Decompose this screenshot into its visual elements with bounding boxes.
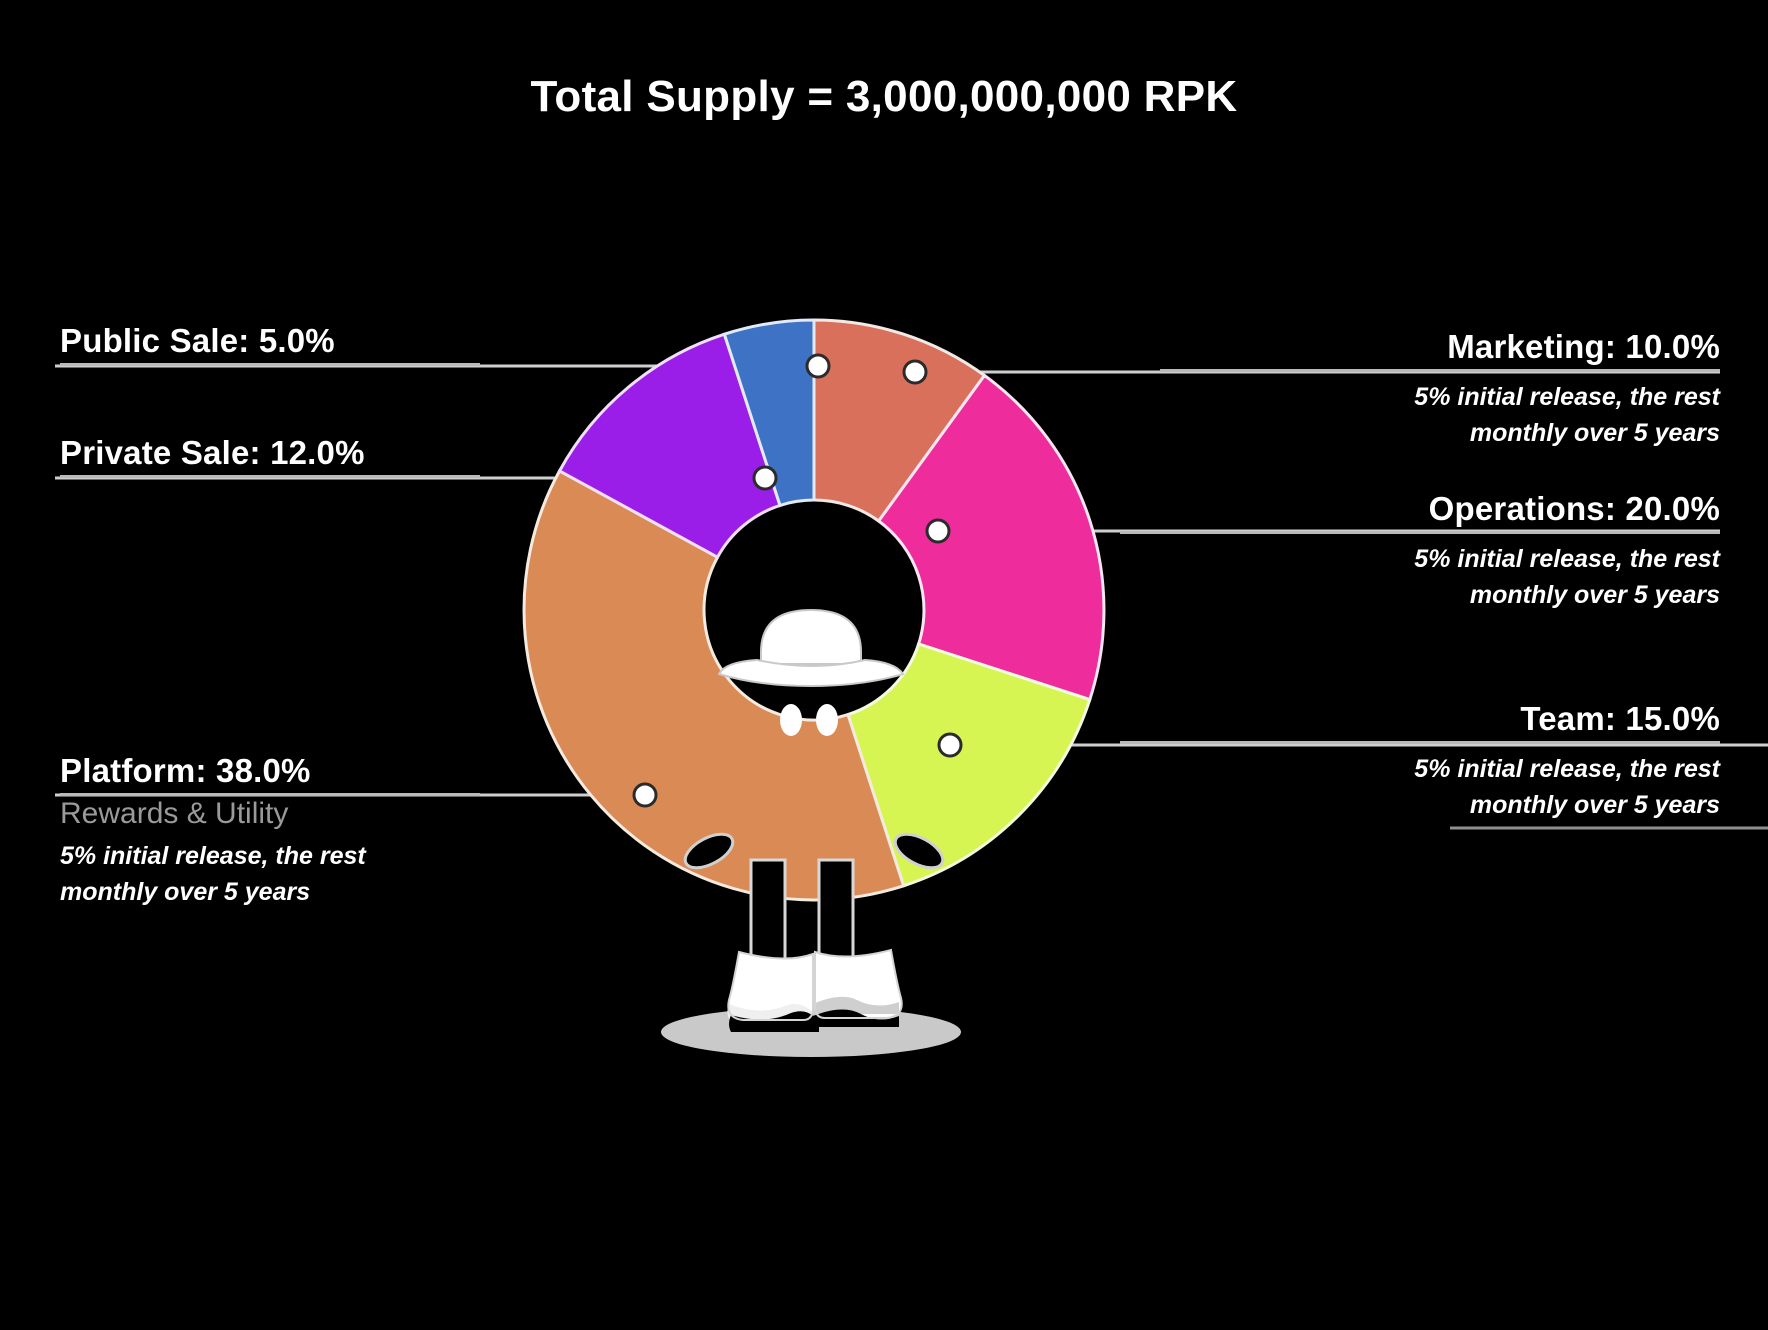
- callout-private-sale[interactable]: Private Sale: 12.0%: [60, 434, 480, 478]
- callout-marketing-note-line2: monthly over 5 years: [1469, 418, 1720, 447]
- mascot-shoe-left: [727, 950, 819, 1032]
- callout-operations-rule: [1120, 531, 1720, 534]
- callout-platform-title: Platform: 38.0%: [60, 752, 311, 789]
- dot-marker-platform: [632, 782, 658, 808]
- mascot-eye-right: [816, 704, 838, 736]
- slice-marketing[interactable]: [812, 318, 987, 524]
- callout-team-note-line1: 5% initial release, the rest: [1414, 755, 1720, 783]
- callout-operations-note-line2: monthly over 5 years: [1469, 580, 1720, 609]
- callout-team[interactable]: Team: 15.0% 5% initial release, the rest…: [1120, 700, 1720, 823]
- callout-platform[interactable]: Platform: 38.0% Rewards & Utility 5% ini…: [60, 752, 480, 910]
- donut-slices: [522, 318, 1106, 902]
- mascot-shoe-right: [813, 948, 903, 1027]
- donut-chart: [519, 315, 1109, 905]
- callout-team-rule: [1120, 741, 1720, 744]
- callout-team-note: 5% initial release, the rest monthly ove…: [1120, 752, 1720, 823]
- callout-public-sale[interactable]: Public Sale: 5.0%: [60, 322, 480, 366]
- slice-dot-markers: [632, 353, 963, 808]
- slice-private-sale[interactable]: [557, 332, 782, 560]
- callout-marketing-note: 5% initial release, the rest monthly ove…: [1160, 380, 1720, 451]
- page-title: Total Supply = 3,000,000,000 RPK: [530, 72, 1238, 121]
- callout-operations-note-line1: 5% initial release, the rest: [1414, 545, 1720, 573]
- callout-private-sale-rule: [60, 475, 480, 478]
- callout-marketing-title: Marketing: 10.0%: [1447, 328, 1720, 365]
- callout-platform-note-line2: monthly over 5 years: [60, 877, 311, 906]
- callout-platform-note: 5% initial release, the rest monthly ove…: [60, 839, 480, 910]
- callout-operations-note: 5% initial release, the rest monthly ove…: [1120, 542, 1720, 613]
- slice-public-sale[interactable]: [722, 318, 816, 508]
- callout-platform-subtitle: Rewards & Utility: [60, 797, 289, 830]
- slice-platform[interactable]: [522, 468, 906, 902]
- dot-marker-marketing: [902, 359, 928, 385]
- callout-operations[interactable]: Operations: 20.0% 5% initial release, th…: [1120, 490, 1720, 613]
- mascot-character: [661, 608, 961, 1057]
- callout-marketing-note-line1: 5% initial release, the rest: [1414, 383, 1720, 411]
- mascot-arm-right: [893, 832, 945, 870]
- callout-team-title: Team: 15.0%: [1520, 700, 1720, 737]
- callout-platform-note-line1: 5% initial release, the rest: [60, 842, 366, 870]
- mascot-eye-left: [780, 704, 802, 736]
- mascot-cap: [717, 608, 905, 688]
- callout-marketing-rule: [1160, 369, 1720, 372]
- dot-marker-public-sale: [805, 353, 831, 379]
- dot-marker-operations: [925, 518, 951, 544]
- callout-private-sale-title: Private Sale: 12.0%: [60, 434, 365, 471]
- callout-team-note-line2: monthly over 5 years: [1469, 790, 1720, 819]
- slice-team[interactable]: [846, 642, 1092, 888]
- callout-public-sale-title: Public Sale: 5.0%: [60, 322, 335, 359]
- slice-operations[interactable]: [876, 373, 1106, 702]
- callout-operations-title: Operations: 20.0%: [1428, 490, 1720, 527]
- callout-platform-rule: [60, 793, 480, 796]
- callout-public-sale-rule: [60, 363, 480, 366]
- mascot-arm-left: [683, 832, 735, 870]
- dot-marker-private-sale: [752, 465, 778, 491]
- callout-marketing[interactable]: Marketing: 10.0% 5% initial release, the…: [1160, 328, 1720, 451]
- dot-marker-team: [937, 732, 963, 758]
